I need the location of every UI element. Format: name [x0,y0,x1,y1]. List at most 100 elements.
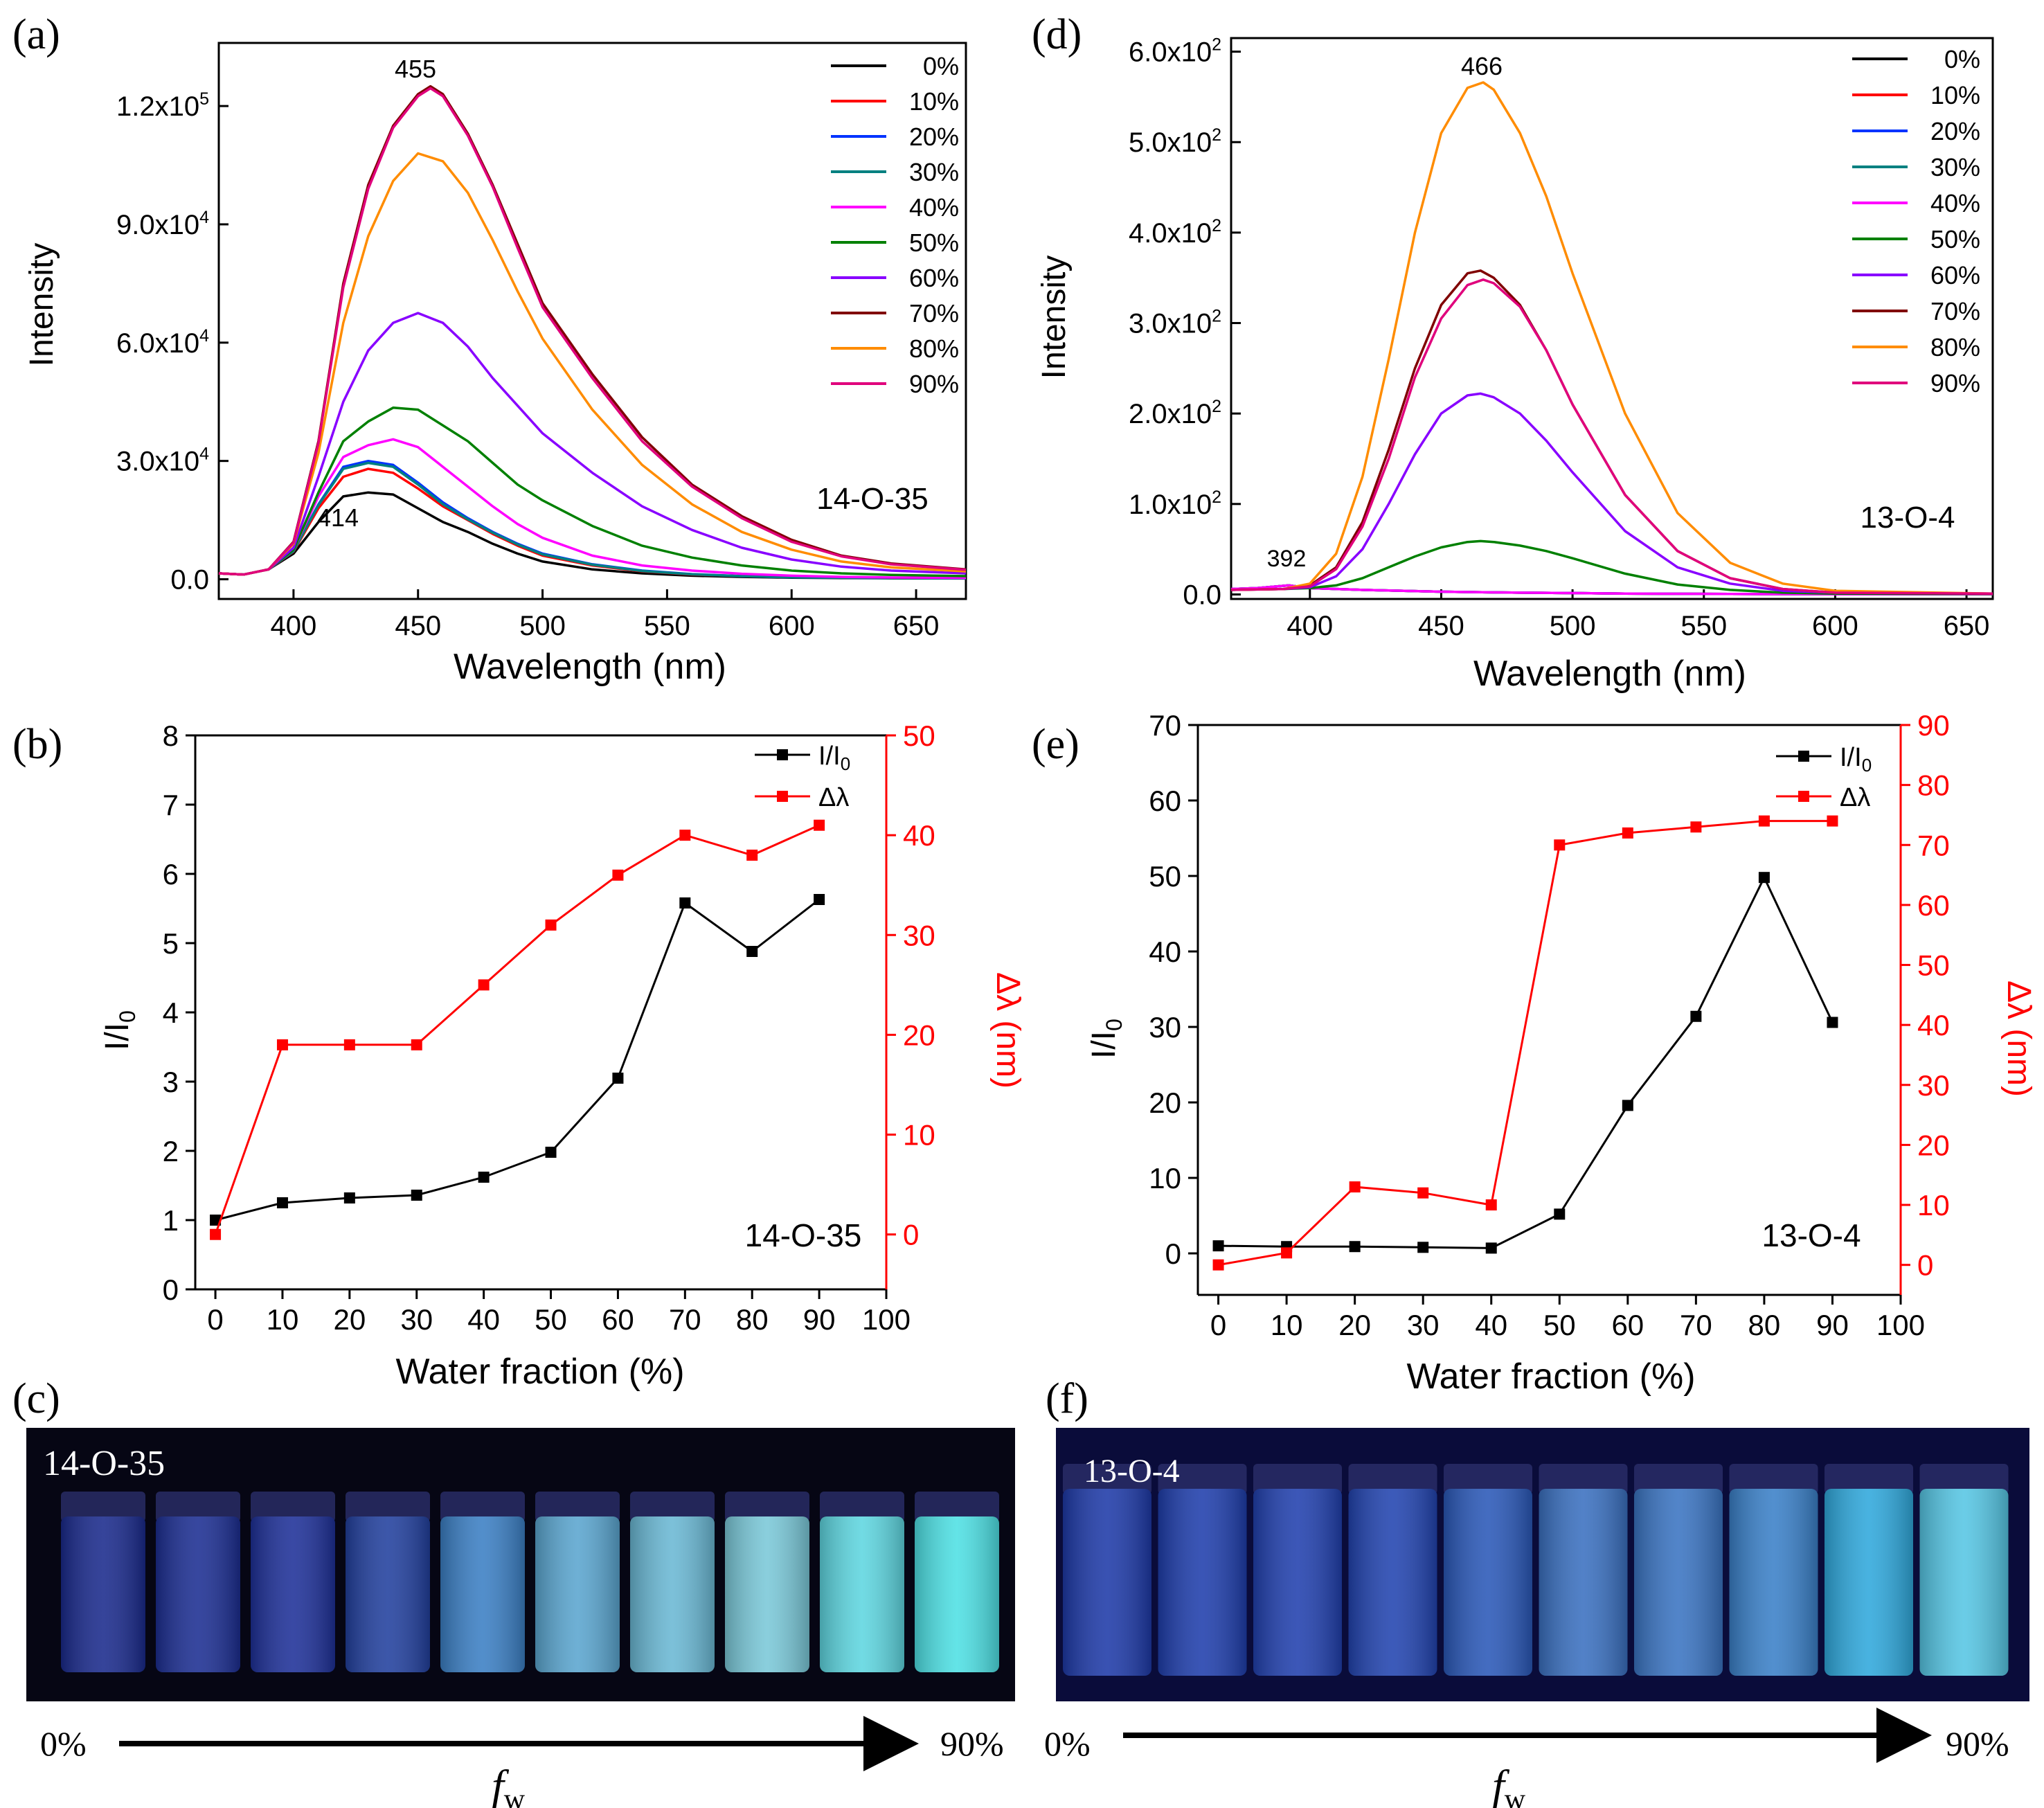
panel-d-x-tick-label: 450 [1418,611,1464,641]
panel-e-dl-point [1690,821,1702,833]
panel-a-x-tick-label: 600 [769,611,815,641]
panel-b-x-tick-label: 100 [862,1303,911,1336]
panel-b-x-tick-label: 20 [333,1303,366,1336]
panel-a-legend-label: 10% [909,87,959,116]
panel-a-tag: (a) [12,11,60,58]
panel-e-dl-point [1417,1187,1429,1199]
panel-a-series-line [218,152,967,576]
panel-a-legend-label: 70% [909,299,959,328]
panel-c-vial-cap [346,1492,430,1522]
panel-b-dl-line [214,824,820,1235]
panel-a-y-tick-label: 6.0x104 [116,326,209,359]
panel-d-sample-label: 13-O-4 [1861,501,1955,535]
panel-b-x-tick-label: 30 [400,1303,433,1336]
panel-f-vial-shade [1158,1489,1247,1676]
panel-c-vial-shade [535,1516,620,1672]
panel-e-x-tick-label: 30 [1407,1309,1440,1341]
panel-b-y2-label: Δλ (nm) [989,972,1026,1089]
panel-c-vial-cap [61,1492,145,1522]
panel-e-y-tick-label: 60 [1149,785,1181,817]
panel-a-chart: 400 450 500 550 600 650 0.0 3.0x104 6.0x104 9.0x1… [116,42,967,641]
panel-e-dl-point [1554,839,1566,851]
panel-e-y2-tick-label: 0 [1917,1249,1933,1282]
panel-e-x-tick-label: 100 [1876,1309,1925,1341]
panel-e-legend-label-i: I/I0 [1840,743,1872,776]
panel-e-ratio-point [1690,1010,1702,1022]
panel-f-vial-cap [1253,1464,1342,1494]
panel-c-end-label: 90% [940,1724,1004,1763]
panel-c-vial-shade [725,1516,809,1672]
panel-a-x-label: Wavelength (nm) [454,647,726,687]
panel-e-x-tick-label: 90 [1816,1309,1849,1341]
panel-b-ratio-line [215,898,821,1221]
panel-b-tag: (b) [12,721,62,768]
panel-d-x-tick-label: 600 [1812,611,1858,641]
panel-b-dl-point [612,869,624,881]
panel-a-y-tick-label: 0.0 [170,565,209,596]
panel-b-dl-point [210,1228,222,1240]
panel-b-sample-label: 14-O-35 [745,1217,862,1253]
panel-c-fw-label: fw [492,1761,526,1808]
panel-e-y2-tick-label: 90 [1917,709,1950,742]
panel-d-x-tick-label: 650 [1944,611,1990,641]
panel-b-dl-point [411,1039,422,1050]
panel-f-vial-cap [1348,1464,1437,1494]
panel-d-plot-frame [1230,37,1994,600]
panel-d-series-line [1230,278,1993,595]
panel-c-vial-cap [725,1492,809,1522]
panel-e-x-tick-label: 20 [1338,1309,1371,1341]
panel-d-legend-label: 0% [1944,45,1980,73]
panel-b-dl-point [545,919,557,931]
panel-b-dl-point [814,819,825,831]
panel-e-y2-tick-label: 70 [1917,829,1950,861]
panel-e-ratio-point [1212,1240,1224,1252]
panel-e-legend-marker-dl [1798,791,1809,802]
panel-d-series-line [1230,81,1993,595]
panel-b-ratio-point [411,1190,422,1201]
panel-f-vial-shade [1539,1489,1628,1676]
panel-e-legend: I/I0 Δλ [1776,743,1872,812]
panel-a-sample-label: 14-O-35 [816,482,928,516]
panel-e-y2-label: Δλ (nm) [2000,981,2037,1097]
panel-b-dl-point [343,1039,355,1050]
panel-c-sample-label: 14-O-35 [43,1444,165,1483]
panel-f-vial-shade [1729,1489,1818,1676]
panel-d-legend-label: 30% [1930,153,1980,181]
panel-b-x-tick-label: 90 [803,1303,836,1336]
panel-b-legend-marker-dl [777,791,788,802]
panel-b-dl-point [679,830,691,841]
panel-e-y2-tick-label: 50 [1917,949,1950,982]
panel-d-y-tick-label: 5.0x102 [1129,125,1221,158]
panel-e-dl-point [1281,1247,1293,1259]
panel-e-legend-label-dl: Δλ [1840,783,1870,812]
panel-b-x-tick-label: 60 [602,1303,634,1336]
panel-c-vial-cap [820,1492,904,1522]
panel-c-vial-cap [156,1492,240,1522]
panel-b-y-label: I/I0 [99,1010,140,1050]
panel-e-y-tick-label: 30 [1149,1011,1181,1044]
panel-d-series-line [1230,269,1993,595]
panel-b-dl-point [478,979,490,991]
panel-a-x-tick-label: 650 [893,611,940,641]
panel-b-ratio-point [210,1215,222,1226]
panel-f-vial-shade [1919,1489,2009,1676]
panel-c-tag: (c) [12,1375,60,1422]
panel-f-vial-cap [1825,1464,1913,1494]
panel-c-vial-cap [915,1492,999,1522]
panel-c-vials [61,1492,999,1672]
panel-d-peak-label: 466 [1461,52,1503,80]
panel-f-vial-shade [1825,1489,1913,1676]
panel-e-dl-point [1485,1199,1497,1211]
panel-e-ratio-point [1485,1242,1497,1254]
panel-e-ratio-point [1349,1241,1361,1253]
panel-e-x-tick-label: 70 [1680,1309,1712,1341]
panel-b-ratio-point [746,946,758,957]
panel-b-dl-point [276,1039,288,1050]
panel-b-x-tick-label: 0 [207,1303,223,1336]
panel-e-y-tick-label: 50 [1149,860,1181,893]
panel-e-dl-point [1349,1181,1361,1193]
panel-a-legend-label: 50% [909,229,959,257]
panel-d-y-tick-label: 3.0x102 [1129,307,1221,339]
panel-e-x-tick-label: 0 [1210,1309,1226,1341]
panel-c-vial-shade [156,1516,240,1672]
